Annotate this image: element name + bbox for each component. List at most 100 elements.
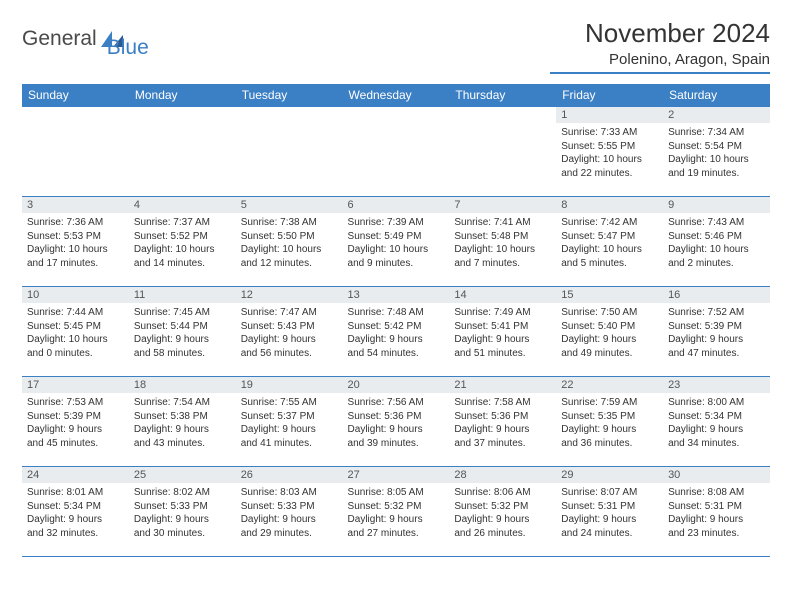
day-number: 24	[22, 467, 129, 483]
calendar-row: 3Sunrise: 7:36 AMSunset: 5:53 PMDaylight…	[22, 197, 770, 287]
calendar-cell: 3Sunrise: 7:36 AMSunset: 5:53 PMDaylight…	[22, 197, 129, 287]
weekday-header: Monday	[129, 84, 236, 107]
daylight-text-2: and 37 minutes.	[454, 437, 551, 451]
daylight-text-2: and 23 minutes.	[668, 527, 765, 541]
day-number: 5	[236, 197, 343, 213]
day-content: Sunrise: 7:45 AMSunset: 5:44 PMDaylight:…	[129, 303, 236, 363]
daylight-text-2: and 58 minutes.	[134, 347, 231, 361]
sunrise-text: Sunrise: 7:36 AM	[27, 216, 124, 230]
sunset-text: Sunset: 5:34 PM	[668, 410, 765, 424]
daylight-text-2: and 39 minutes.	[348, 437, 445, 451]
sunrise-text: Sunrise: 8:03 AM	[241, 486, 338, 500]
daylight-text-2: and 30 minutes.	[134, 527, 231, 541]
day-number: 11	[129, 287, 236, 303]
calendar-table: SundayMondayTuesdayWednesdayThursdayFrid…	[22, 84, 770, 557]
calendar-cell: 27Sunrise: 8:05 AMSunset: 5:32 PMDayligh…	[343, 467, 450, 557]
weekday-header: Saturday	[663, 84, 770, 107]
sunset-text: Sunset: 5:42 PM	[348, 320, 445, 334]
daylight-text-1: Daylight: 10 hours	[241, 243, 338, 257]
sunset-text: Sunset: 5:55 PM	[561, 140, 658, 154]
day-content: Sunrise: 8:08 AMSunset: 5:31 PMDaylight:…	[663, 483, 770, 543]
calendar-cell: 30Sunrise: 8:08 AMSunset: 5:31 PMDayligh…	[663, 467, 770, 557]
daylight-text-2: and 9 minutes.	[348, 257, 445, 271]
title-block: November 2024 Polenino, Aragon, Spain	[550, 18, 770, 74]
sunrise-text: Sunrise: 7:37 AM	[134, 216, 231, 230]
sunset-text: Sunset: 5:49 PM	[348, 230, 445, 244]
calendar-cell: 23Sunrise: 8:00 AMSunset: 5:34 PMDayligh…	[663, 377, 770, 467]
day-content: Sunrise: 7:58 AMSunset: 5:36 PMDaylight:…	[449, 393, 556, 453]
logo-text-general: General	[22, 27, 97, 51]
daylight-text-1: Daylight: 10 hours	[27, 333, 124, 347]
day-number: 25	[129, 467, 236, 483]
sunrise-text: Sunrise: 7:50 AM	[561, 306, 658, 320]
sunrise-text: Sunrise: 7:47 AM	[241, 306, 338, 320]
daylight-text-1: Daylight: 9 hours	[561, 513, 658, 527]
day-content: Sunrise: 7:50 AMSunset: 5:40 PMDaylight:…	[556, 303, 663, 363]
sunrise-text: Sunrise: 8:01 AM	[27, 486, 124, 500]
daylight-text-2: and 0 minutes.	[27, 347, 124, 361]
weekday-header: Tuesday	[236, 84, 343, 107]
day-number: 7	[449, 197, 556, 213]
day-number: 16	[663, 287, 770, 303]
sunrise-text: Sunrise: 7:49 AM	[454, 306, 551, 320]
calendar-cell	[343, 107, 450, 197]
sunset-text: Sunset: 5:33 PM	[241, 500, 338, 514]
sunrise-text: Sunrise: 7:55 AM	[241, 396, 338, 410]
calendar-cell: 15Sunrise: 7:50 AMSunset: 5:40 PMDayligh…	[556, 287, 663, 377]
daylight-text-2: and 47 minutes.	[668, 347, 765, 361]
daylight-text-1: Daylight: 9 hours	[668, 513, 765, 527]
daylight-text-2: and 12 minutes.	[241, 257, 338, 271]
daylight-text-1: Daylight: 10 hours	[668, 153, 765, 167]
daylight-text-1: Daylight: 9 hours	[348, 333, 445, 347]
logo: General Blue	[22, 18, 149, 60]
weekday-header: Friday	[556, 84, 663, 107]
daylight-text-2: and 27 minutes.	[348, 527, 445, 541]
sunrise-text: Sunrise: 8:08 AM	[668, 486, 765, 500]
day-number: 22	[556, 377, 663, 393]
sunset-text: Sunset: 5:45 PM	[27, 320, 124, 334]
daylight-text-1: Daylight: 9 hours	[348, 423, 445, 437]
day-number: 26	[236, 467, 343, 483]
sunset-text: Sunset: 5:48 PM	[454, 230, 551, 244]
daylight-text-2: and 24 minutes.	[561, 527, 658, 541]
sunrise-text: Sunrise: 7:39 AM	[348, 216, 445, 230]
sunset-text: Sunset: 5:32 PM	[454, 500, 551, 514]
weekday-header: Sunday	[22, 84, 129, 107]
calendar-cell: 19Sunrise: 7:55 AMSunset: 5:37 PMDayligh…	[236, 377, 343, 467]
weekday-header: Wednesday	[343, 84, 450, 107]
sunrise-text: Sunrise: 7:44 AM	[27, 306, 124, 320]
daylight-text-1: Daylight: 9 hours	[454, 423, 551, 437]
calendar-cell: 29Sunrise: 8:07 AMSunset: 5:31 PMDayligh…	[556, 467, 663, 557]
sunrise-text: Sunrise: 7:41 AM	[454, 216, 551, 230]
calendar-cell: 25Sunrise: 8:02 AMSunset: 5:33 PMDayligh…	[129, 467, 236, 557]
daylight-text-2: and 19 minutes.	[668, 167, 765, 181]
calendar-cell: 5Sunrise: 7:38 AMSunset: 5:50 PMDaylight…	[236, 197, 343, 287]
sunset-text: Sunset: 5:36 PM	[348, 410, 445, 424]
day-number: 12	[236, 287, 343, 303]
sunset-text: Sunset: 5:47 PM	[561, 230, 658, 244]
daylight-text-1: Daylight: 9 hours	[668, 423, 765, 437]
daylight-text-1: Daylight: 10 hours	[134, 243, 231, 257]
logo-text-blue: Blue	[107, 36, 149, 60]
weekday-row: SundayMondayTuesdayWednesdayThursdayFrid…	[22, 84, 770, 107]
sunrise-text: Sunrise: 7:45 AM	[134, 306, 231, 320]
sunset-text: Sunset: 5:46 PM	[668, 230, 765, 244]
sunrise-text: Sunrise: 7:56 AM	[348, 396, 445, 410]
day-content: Sunrise: 8:05 AMSunset: 5:32 PMDaylight:…	[343, 483, 450, 543]
daylight-text-1: Daylight: 9 hours	[134, 513, 231, 527]
daylight-text-1: Daylight: 10 hours	[454, 243, 551, 257]
day-content: Sunrise: 7:59 AMSunset: 5:35 PMDaylight:…	[556, 393, 663, 453]
daylight-text-1: Daylight: 9 hours	[134, 333, 231, 347]
day-content: Sunrise: 7:34 AMSunset: 5:54 PMDaylight:…	[663, 123, 770, 183]
sunset-text: Sunset: 5:39 PM	[668, 320, 765, 334]
day-number: 10	[22, 287, 129, 303]
day-content: Sunrise: 8:03 AMSunset: 5:33 PMDaylight:…	[236, 483, 343, 543]
calendar-cell	[22, 107, 129, 197]
day-content: Sunrise: 7:42 AMSunset: 5:47 PMDaylight:…	[556, 213, 663, 273]
calendar-cell: 6Sunrise: 7:39 AMSunset: 5:49 PMDaylight…	[343, 197, 450, 287]
sunset-text: Sunset: 5:34 PM	[27, 500, 124, 514]
day-content: Sunrise: 7:56 AMSunset: 5:36 PMDaylight:…	[343, 393, 450, 453]
daylight-text-2: and 45 minutes.	[27, 437, 124, 451]
sunset-text: Sunset: 5:32 PM	[348, 500, 445, 514]
day-number: 18	[129, 377, 236, 393]
